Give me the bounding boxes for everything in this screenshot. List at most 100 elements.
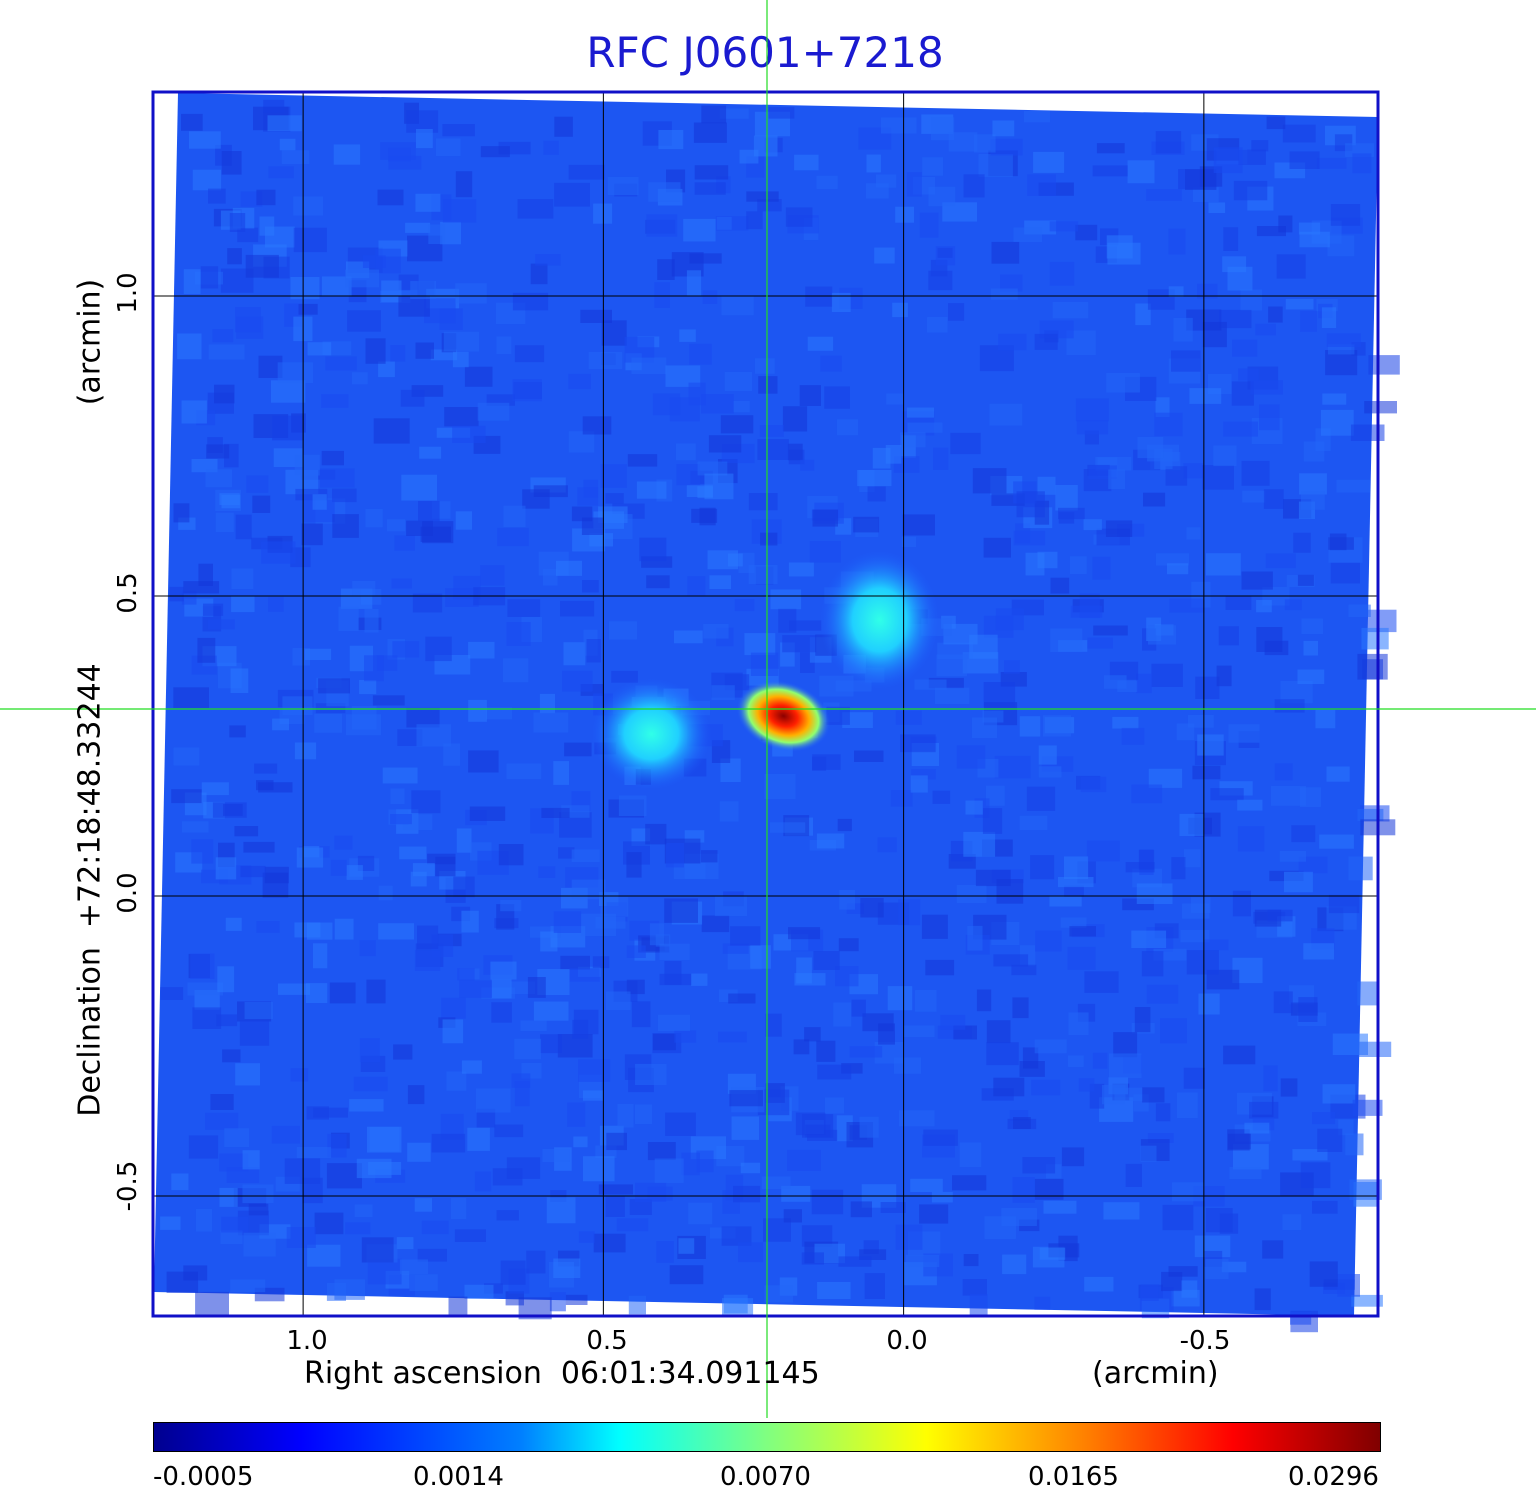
noise-pixel xyxy=(813,510,839,527)
noise-pixel xyxy=(907,172,922,196)
noise-pixel xyxy=(347,865,363,880)
noise-pixel xyxy=(416,129,433,148)
noise-pixel xyxy=(728,554,743,567)
noise-pixel xyxy=(1147,985,1179,1004)
noise-pixel xyxy=(950,433,980,454)
noise-pixel xyxy=(664,898,698,923)
noise-pixel xyxy=(730,926,760,945)
noise-pixel xyxy=(813,951,839,970)
noise-pixel xyxy=(388,148,411,162)
noise-pixel xyxy=(722,296,754,316)
noise-pixel xyxy=(760,425,784,437)
noise-pixel xyxy=(1004,660,1020,674)
noise-pixel xyxy=(657,259,675,280)
noise-pixel xyxy=(226,918,242,931)
noise-pixel xyxy=(1138,437,1164,458)
noise-pixel xyxy=(1001,1208,1037,1226)
noise-pixel xyxy=(1106,373,1140,392)
noise-pixel xyxy=(628,454,657,467)
noise-pixel xyxy=(732,1116,759,1140)
noise-pixel xyxy=(570,968,600,981)
noise-pixel xyxy=(1160,1018,1187,1043)
noise-pixel xyxy=(990,404,1023,426)
noise-pixel xyxy=(631,358,666,374)
noise-pixel xyxy=(729,1090,763,1106)
plot-area xyxy=(0,0,1536,1420)
noise-pixel xyxy=(436,138,461,156)
noise-pixel xyxy=(583,1090,603,1100)
noise-pixel xyxy=(160,987,183,1000)
noise-pixel xyxy=(349,1099,383,1111)
noise-pixel xyxy=(345,1222,370,1234)
noise-pixel xyxy=(1337,480,1371,493)
noise-pixel xyxy=(1039,745,1057,764)
noise-pixel xyxy=(399,847,426,860)
noise-pixel xyxy=(560,601,594,617)
noise-pixel xyxy=(1126,1164,1142,1187)
y-axis-label: Declination +72:18:48.33244 xyxy=(73,663,108,1117)
noise-pixel xyxy=(919,1204,948,1223)
noise-pixel xyxy=(465,367,493,387)
noise-pixel xyxy=(271,380,305,402)
noise-pixel xyxy=(865,1273,885,1299)
noise-pixel xyxy=(297,1147,331,1158)
noise-pixel xyxy=(528,977,546,998)
noise-pixel xyxy=(1219,626,1239,645)
noise-pixel xyxy=(368,1259,402,1285)
noise-pixel xyxy=(703,290,718,304)
noise-pixel xyxy=(535,254,561,266)
noise-pixel xyxy=(678,1238,694,1254)
noise-pixel xyxy=(1171,857,1185,879)
noise-pixel xyxy=(222,1049,240,1062)
noise-pixel xyxy=(587,639,602,663)
noise-pixel xyxy=(1180,814,1204,836)
noise-pixel xyxy=(1275,763,1293,780)
noise-pixel xyxy=(227,1167,260,1183)
noise-pixel xyxy=(1154,413,1182,437)
noise-pixel xyxy=(948,303,964,321)
noise-pixel xyxy=(720,801,739,821)
noise-pixel xyxy=(1187,950,1219,974)
noise-pixel xyxy=(182,821,208,832)
noise-pixel xyxy=(492,979,512,998)
noise-pixel xyxy=(922,157,943,175)
noise-pixel xyxy=(1068,947,1096,970)
noise-pixel xyxy=(405,223,430,233)
noise-pixel xyxy=(216,857,237,879)
noise-pixel xyxy=(315,1213,344,1235)
noise-pixel xyxy=(1131,785,1162,804)
noise-pixel xyxy=(220,1188,238,1207)
noise-pixel xyxy=(794,973,825,985)
noise-pixel xyxy=(1084,519,1102,530)
noise-pixel xyxy=(1213,446,1236,467)
noise-pixel xyxy=(222,151,242,175)
colorbar xyxy=(153,1422,1381,1452)
noise-pixel xyxy=(867,155,881,173)
noise-pixel xyxy=(783,406,807,431)
noise-pixel xyxy=(390,814,412,824)
noise-pixel xyxy=(1223,422,1258,437)
noise-pixel xyxy=(817,1282,851,1299)
noise-pixel xyxy=(272,1126,300,1144)
noise-pixel xyxy=(660,974,692,985)
noise-pixel xyxy=(1043,715,1071,736)
noise-pixel xyxy=(1156,1103,1171,1121)
noise-pixel xyxy=(1087,638,1113,649)
noise-pixel xyxy=(227,248,242,264)
noise-pixel xyxy=(593,956,610,968)
noise-pixel xyxy=(676,444,696,461)
noise-pixel xyxy=(1315,710,1335,728)
noise-pixel xyxy=(1035,1040,1067,1054)
noise-pixel xyxy=(1020,816,1048,830)
y-tick-label: -0.5 xyxy=(108,1126,148,1246)
noise-pixel xyxy=(1166,466,1188,486)
noise-pixel xyxy=(231,596,255,612)
noise-pixel xyxy=(1249,1102,1278,1119)
noise-pixel xyxy=(583,416,612,434)
noise-pixel xyxy=(1322,307,1336,328)
y-tick-label: 1.0 xyxy=(108,233,148,353)
noise-pixel xyxy=(550,1292,566,1311)
noise-pixel xyxy=(235,1063,260,1085)
noise-pixel xyxy=(800,385,821,406)
noise-pixel xyxy=(824,386,850,408)
